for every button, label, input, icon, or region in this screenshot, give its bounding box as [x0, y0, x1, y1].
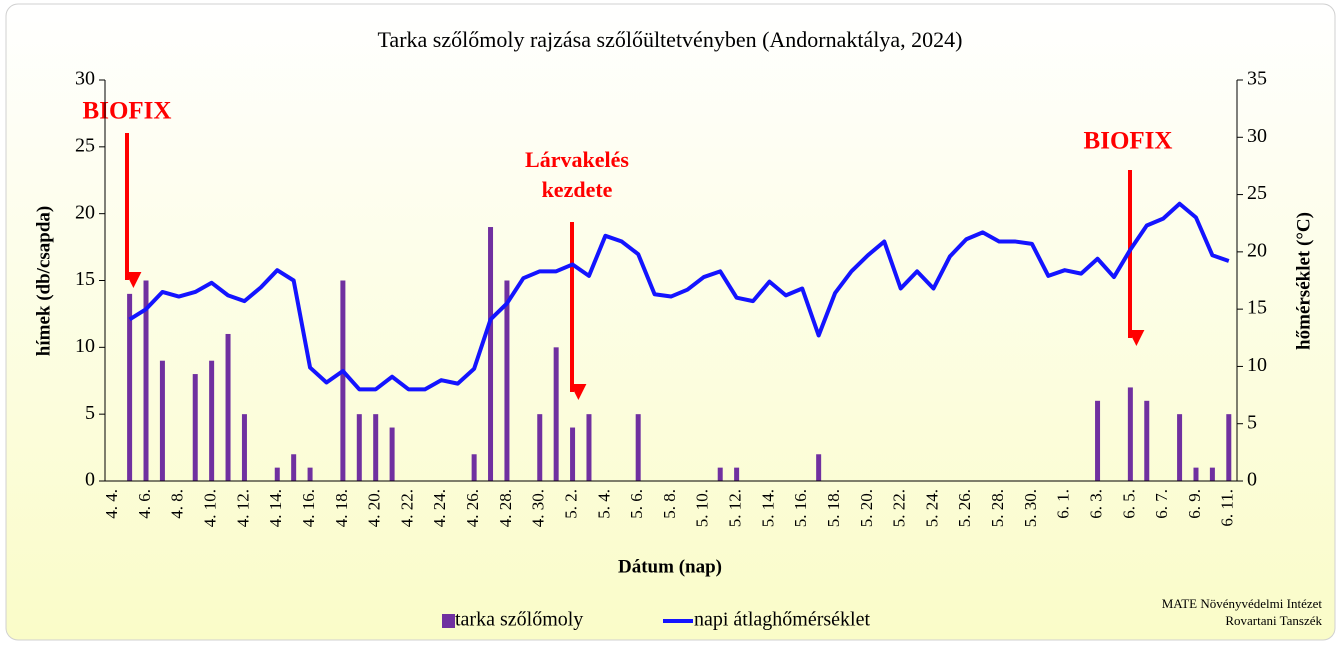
bar [635, 414, 641, 481]
bar [307, 467, 313, 481]
x-tick-label: 6. 3. [1086, 489, 1105, 519]
x-tick-label: 5. 4. [594, 489, 613, 519]
x-tick-label: 4. 10. [201, 489, 220, 527]
x-tick-label: 5. 16. [791, 489, 810, 527]
x-tick-label: 5. 28. [988, 489, 1007, 527]
y2-tick-label: 5 [1247, 411, 1257, 433]
x-tick-label: 5. 26. [955, 489, 974, 527]
y-tick-label: 15 [75, 268, 95, 290]
y2-tick-label: 35 [1247, 68, 1267, 90]
y-axis-label: hímek (db/csapda) [33, 206, 54, 356]
x-tick-label: 6. 7. [1152, 489, 1171, 519]
bar [340, 280, 346, 481]
x-tick-label: 6. 5. [1119, 489, 1138, 519]
bar [1193, 467, 1199, 481]
bar [225, 333, 231, 481]
y2-axis-label: hőmérséklet (°C) [1293, 212, 1314, 350]
x-tick-label: 6. 9. [1185, 489, 1204, 519]
bar [127, 293, 133, 481]
y-tick-label: 5 [85, 402, 95, 424]
x-tick-label: 5. 18. [824, 489, 843, 527]
bar [192, 374, 198, 481]
legend-label: napi átlaghőmérséklet [694, 609, 870, 631]
x-tick-label: 4. 14. [266, 489, 285, 527]
bar [586, 414, 592, 481]
y-tick-label: 20 [75, 201, 95, 223]
bar [209, 360, 215, 481]
bar [1127, 387, 1133, 481]
bar [291, 454, 297, 481]
y2-tick-label: 20 [1247, 239, 1267, 261]
bar [537, 414, 543, 481]
y2-tick-label: 25 [1247, 182, 1267, 204]
bar [241, 414, 247, 481]
bar [471, 454, 477, 481]
bar [143, 280, 149, 481]
bar [274, 467, 280, 481]
x-axis-label: Dátum (nap) [618, 556, 722, 577]
x-tick-label: 5. 14. [758, 489, 777, 527]
x-tick-label: 4. 8. [168, 489, 187, 519]
x-tick-label: 4. 6. [135, 489, 154, 519]
chart-title: Tarka szőlőmoly rajzása szőlőültetvénybe… [378, 27, 963, 52]
bar [373, 414, 379, 481]
x-tick-label: 4. 26. [463, 489, 482, 527]
line [128, 201, 1230, 392]
y2-tick-label: 30 [1247, 125, 1267, 147]
annotation: kezdete [542, 177, 613, 202]
x-tick-label: 4. 28. [496, 489, 515, 527]
bar [1095, 400, 1101, 481]
x-tick-label: 4. 4. [102, 489, 121, 519]
x-tick-label: 5. 24. [922, 489, 941, 527]
annotation: BIOFIX [1084, 128, 1173, 155]
legend-label: tarka szőlőmoly [455, 609, 583, 631]
x-tick-label: 5. 6. [627, 489, 646, 519]
bar [1177, 414, 1183, 481]
bar [553, 347, 559, 481]
bar [504, 280, 510, 481]
y-tick-label: 0 [85, 469, 95, 491]
x-tick-label: 6. 11. [1218, 489, 1237, 527]
annotation: BIOFIX [83, 98, 172, 125]
annotation: Lárvakelés [525, 147, 629, 172]
x-tick-label: 4. 30. [529, 489, 548, 527]
bar [1209, 467, 1215, 481]
y2-tick-label: 15 [1247, 297, 1267, 319]
bar [570, 427, 576, 481]
x-tick-label: 5. 8. [660, 489, 679, 519]
bar [1226, 414, 1232, 481]
bar [1144, 400, 1150, 481]
bar [488, 227, 494, 481]
legend-swatch [442, 614, 455, 628]
x-tick-label: 5. 12. [726, 489, 745, 527]
x-tick-label: 4. 20. [365, 489, 384, 527]
x-tick-label: 5. 20. [857, 489, 876, 527]
x-tick-label: 4. 18. [332, 489, 351, 527]
x-tick-label: 5. 2. [561, 489, 580, 519]
y2-tick-label: 0 [1247, 469, 1257, 491]
bar [717, 467, 723, 481]
bar [356, 414, 362, 481]
bar [734, 467, 740, 481]
x-tick-label: 5. 22. [890, 489, 909, 527]
y-tick-label: 10 [75, 335, 95, 357]
background [5, 3, 1336, 641]
x-tick-label: 5. 30. [1021, 489, 1040, 527]
x-tick-label: 4. 24. [430, 489, 449, 527]
y-tick-label: 30 [75, 68, 95, 90]
x-tick-label: 4. 22. [397, 489, 416, 527]
x-tick-label: 4. 16. [299, 489, 318, 527]
x-tick-label: 4. 12. [233, 489, 252, 527]
x-tick-label: 6. 1. [1054, 489, 1073, 519]
credit: MATE Növényvédelmi Intézet [1162, 596, 1323, 611]
credit: Rovartani Tanszék [1225, 613, 1322, 628]
bar [389, 427, 395, 481]
y2-tick-label: 10 [1247, 354, 1267, 376]
bar [159, 360, 165, 481]
y-tick-label: 25 [75, 134, 95, 156]
bar [816, 454, 822, 481]
x-tick-label: 5. 10. [693, 489, 712, 527]
